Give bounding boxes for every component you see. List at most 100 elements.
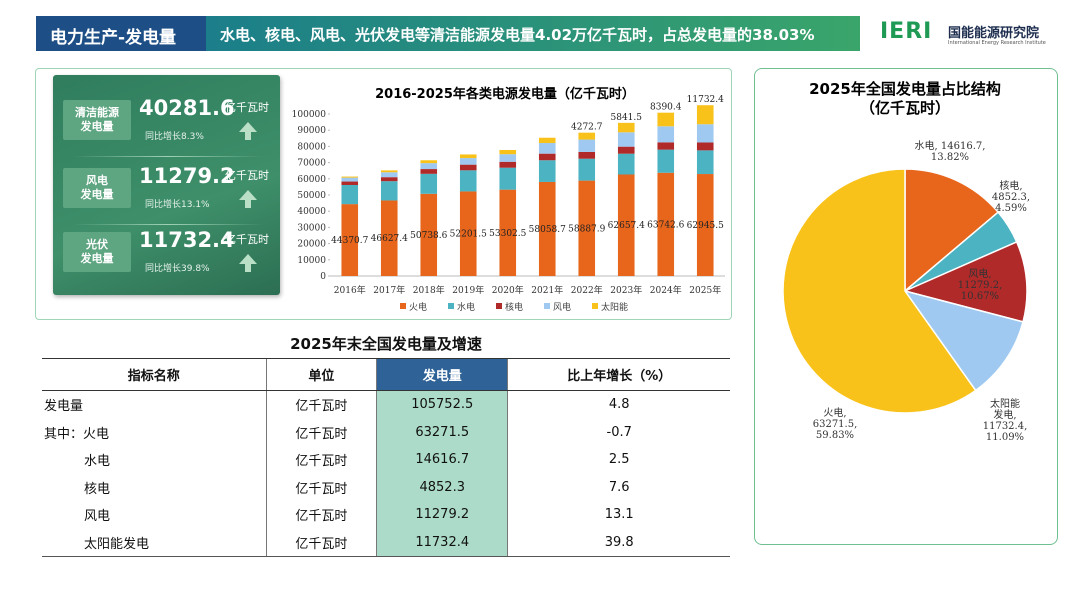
bar-segment [459,191,477,276]
logo-name: 国能能源研究院 [948,26,1040,41]
bar-chart: 2016-2025年各类电源发电量（亿千瓦时） 0 10000 20000 30000 4… [292,86,725,313]
header-bar: 电力生产-发电量 水电、核电、风电、光伏发电等清洁能源发电量4.02万亿千瓦时，… [36,16,860,51]
data-label: 太阳能 [990,397,1020,410]
data-label: 11279.2, [958,280,1003,291]
table-cell: 14616.7 [376,446,508,474]
bar-segment [380,181,398,201]
table-cell: 2.5 [507,446,730,474]
column-header: 指标名称 [42,358,267,391]
y-tick-label: 100000 [292,110,327,120]
legend-swatch [448,303,454,309]
legend-swatch [400,303,406,309]
pie-slice [782,168,977,414]
header-headline: 水电、核电、风电、光伏发电等清洁能源发电量4.02万亿千瓦时，占总发电量的38.… [220,26,815,44]
logo-mark: IERI [880,19,933,44]
table-cell: 亿千瓦时 [265,390,377,419]
table-cell: 13.1 [507,501,730,529]
data-label: 5841.5 [611,113,643,123]
bar-segment [657,126,675,143]
data-label: 13.82% [931,152,969,163]
bar-segment [499,149,517,155]
x-tick-label: 2016年 [334,284,366,296]
bar-segment [617,122,635,133]
kpi-label-line: 清洁能源 [75,106,119,119]
bar-segment [341,184,359,205]
bar-segment [341,204,359,276]
table-cell: 11732.4 [376,528,508,557]
table-cell: 核电 [84,481,111,497]
data-label: 52201.5 [450,230,487,240]
kpi-growth: 同比增长39.8% [145,264,210,274]
data-label: 63271.5, [813,419,858,430]
table-cell: 63271.5 [376,418,508,446]
data-label: 发电, [993,408,1016,421]
kpi-growth: 同比增长8.3% [145,132,204,142]
y-tick-label: 60000 [297,175,326,185]
bar-segment [696,142,714,151]
kpi-label-line: 发电量 [80,252,114,265]
data-label: 62945.5 [687,221,724,231]
kpi-label: 清洁能源 发电量 [63,100,131,140]
bar-segment [499,161,517,168]
bar-segment [499,189,517,276]
table-cell: 风电 [84,509,111,525]
bar-segment [420,160,438,164]
legend-label: 水电 [457,301,475,313]
bar-segment [578,180,596,276]
bar-segment [420,193,438,276]
bar-segment [538,137,556,144]
kpi-label: 光伏 发电量 [63,232,131,272]
column-header: 单位 [265,358,377,391]
x-tick-label: 2017年 [373,284,405,296]
legend-swatch [544,303,550,309]
data-label: 63742.6 [647,220,684,230]
data-label: 水电, 14616.7, [915,139,986,152]
bar-segment [696,174,714,276]
table-cell: 105752.5 [376,390,508,419]
separator [73,224,263,225]
table-cell: 发电量 [44,399,84,415]
table-cell: 亿千瓦时 [265,418,377,446]
bar-segment [380,177,398,182]
column-header: 比上年增长（%） [507,358,730,391]
bar-segment [380,170,398,173]
bar-segment [657,112,675,127]
kpi-value: 11732.4 [139,228,235,252]
kpi-label: 风电 发电量 [63,168,131,208]
kpi-unit: 亿千瓦时 [225,233,269,246]
logo-subname: International Energy Research Institute [948,40,1046,46]
up-arrow [239,254,257,272]
table-cell: 亿千瓦时 [265,528,377,557]
kpi-label-line: 风电 [86,174,108,187]
table-cell: 4852.3 [376,473,508,501]
bar-segment [420,173,438,194]
legend-label: 风电 [553,301,571,313]
table-row: 风电 亿千瓦时 11279.2 13.1 [42,501,730,529]
table-cell: 7.6 [507,473,730,501]
table-title: 2025年末全国发电量及增速 [290,335,482,353]
y-tick-label: 20000 [297,240,326,250]
kpi-panel: 清洁能源 发电量 40281.6 亿千瓦时 同比增长8.3% 风电 发电量 11279.2 亿千… [53,75,280,295]
table-cell: 水电 [84,454,111,470]
table-cell: 太阳能发电 [42,528,267,557]
bar-segment [578,132,596,140]
bar-segment [341,177,359,182]
x-tick-label: 2023年 [610,284,642,296]
legend-swatch [496,303,502,309]
kpi-unit: 亿千瓦时 [225,169,269,182]
up-arrow [239,122,257,140]
y-tick-label: 30000 [297,223,326,233]
table-cell: 4.8 [507,390,730,419]
table-cell: 11279.2 [376,501,508,529]
x-tick-label: 2019年 [452,284,484,296]
data-label: 53302.5 [489,229,526,239]
bar-segment [617,153,635,175]
data-label: 44370.7 [331,236,368,246]
bar-segment [459,170,477,192]
bar-segment [380,200,398,276]
table-cell: 其中：火电 [44,426,110,442]
bar-segment [617,132,635,147]
data-label: 4272.7 [571,123,603,133]
x-tick-label: 2018年 [413,284,445,296]
